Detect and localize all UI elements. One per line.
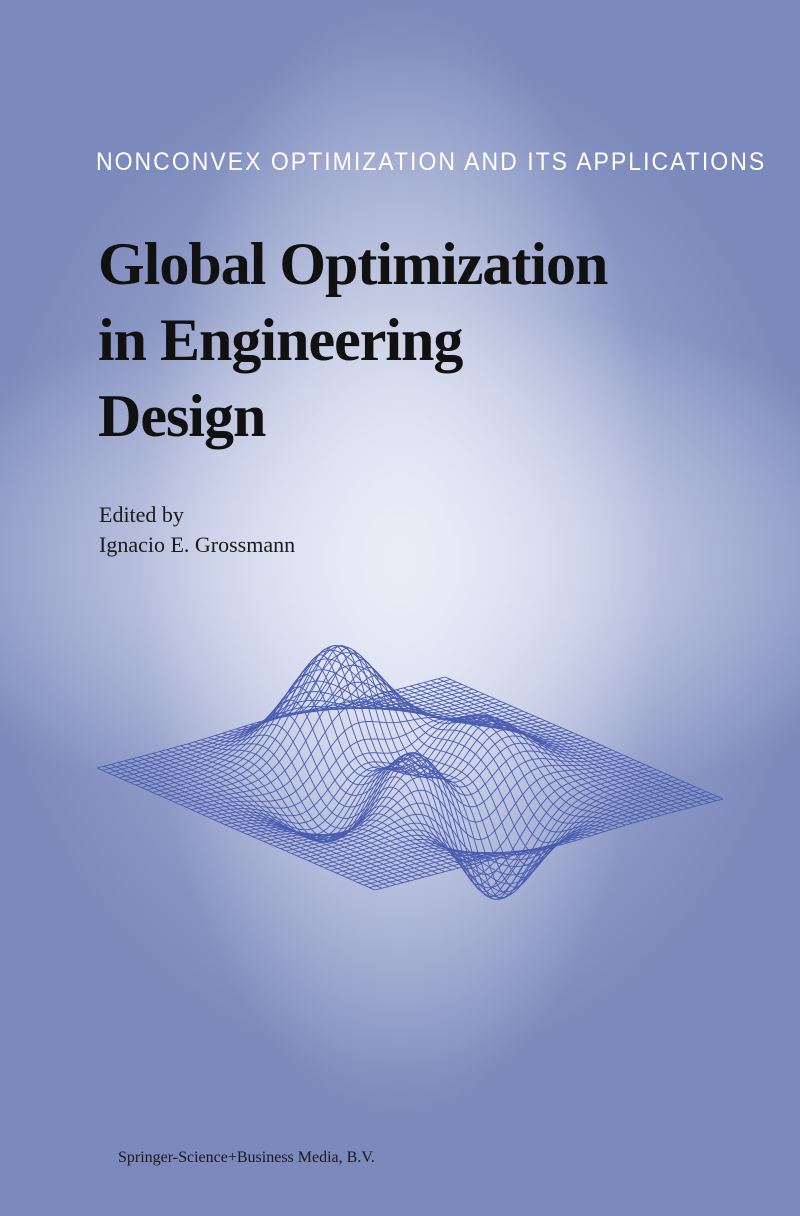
mesh-line-s xyxy=(326,691,605,843)
mesh-line-s xyxy=(437,678,717,802)
edited-by-label: Edited by xyxy=(99,502,184,527)
mesh-line-s xyxy=(423,682,703,805)
mesh-line-t xyxy=(347,786,696,879)
mesh-line-t xyxy=(308,769,657,897)
mesh-line-t xyxy=(330,779,679,885)
mesh-line-s xyxy=(368,696,647,820)
mesh-line-s xyxy=(382,692,661,816)
mesh-line-s xyxy=(396,689,675,813)
editor-block: Edited by Ignacio E. Grossmann xyxy=(99,500,295,560)
publisher: Springer-Science+Business Media, B.V. xyxy=(118,1149,375,1166)
mesh-line-t xyxy=(319,774,668,899)
mesh-line-t xyxy=(280,756,629,850)
mesh-line-t xyxy=(291,761,640,859)
mesh-line-t xyxy=(324,776,674,893)
mesh-line-s xyxy=(444,676,724,800)
mesh-line-t xyxy=(335,781,685,876)
mesh-line-t xyxy=(269,750,618,845)
mesh-line-t xyxy=(369,796,718,889)
book-title: Global Optimization in Engineering Desig… xyxy=(98,226,608,454)
mesh-line-t xyxy=(313,771,662,900)
mesh-line-s xyxy=(291,652,570,895)
mesh-line-s xyxy=(319,683,598,855)
title-line-1: Global Optimization xyxy=(98,231,608,297)
mesh-line-s xyxy=(375,694,654,818)
mesh-line-t xyxy=(285,759,635,852)
mesh-line-t xyxy=(341,783,690,876)
mesh-line-t xyxy=(297,764,646,875)
mesh-line-t xyxy=(274,754,624,847)
mesh-line-s xyxy=(417,683,696,807)
series-title: NONCONVEX OPTIMIZATION AND ITS APPLICATI… xyxy=(96,148,767,176)
mesh-line-t xyxy=(374,798,724,891)
editor-name: Ignacio E. Grossmann xyxy=(99,532,296,557)
mesh-line-s xyxy=(430,680,710,804)
mesh-line-t xyxy=(352,788,701,881)
mesh-line-s xyxy=(110,763,390,887)
title-line-2: in Engineering xyxy=(98,307,463,373)
mesh-line-s xyxy=(333,697,612,833)
mesh-line-t xyxy=(358,791,707,884)
title-line-3: Design xyxy=(98,383,266,449)
mesh-line-t xyxy=(174,664,523,803)
mesh-line-s xyxy=(403,687,682,811)
mesh-line-s xyxy=(410,685,689,809)
